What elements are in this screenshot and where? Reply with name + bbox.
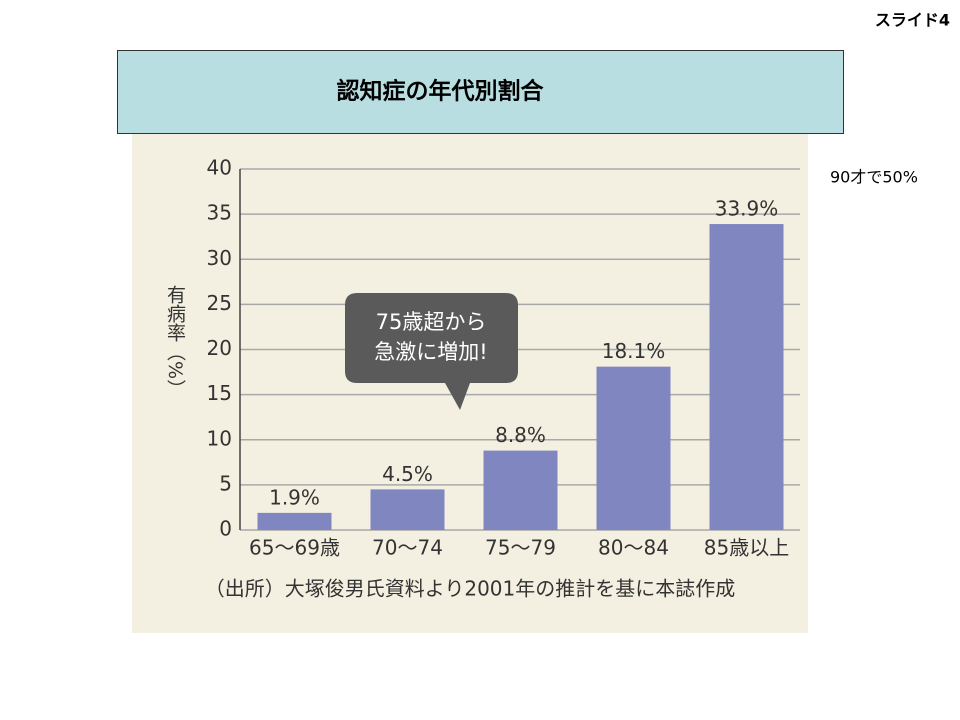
source: （出所）大塚俊男氏資料より2001年の推計を基に本誌作成 (205, 577, 736, 601)
value-label: 8.8% (495, 423, 546, 447)
x-tick-label: 70〜74 (372, 536, 443, 560)
x-tick-label: 80〜84 (598, 536, 669, 560)
y-tick-label: 5 (219, 471, 232, 495)
y-tick-label: 35 (207, 201, 232, 225)
bar (370, 489, 445, 530)
slide-title: 認知症の年代別割合 (337, 78, 545, 105)
value-label: 18.1% (602, 339, 666, 363)
value-label: 4.5% (382, 462, 433, 486)
x-tick-label: 85歳以上 (704, 536, 789, 560)
bar (596, 366, 671, 530)
x-tick-label: 75〜79 (485, 536, 556, 560)
y-tick-label: 10 (207, 426, 232, 450)
value-label: 1.9% (269, 485, 320, 509)
callout-bubble (345, 293, 518, 410)
slide-label: スライド4 (875, 11, 950, 30)
title-box (117, 50, 844, 134)
callout-text: 急激に増加! (374, 340, 487, 364)
note: 90才で50% (830, 168, 918, 187)
y-tick-label: 0 (219, 517, 232, 541)
x-tick-label: 65〜69歳 (249, 536, 340, 560)
bar (483, 450, 558, 530)
bar (257, 512, 332, 530)
bar (709, 224, 784, 531)
y-tick-label: 30 (207, 246, 232, 270)
y-tick-label: 40 (207, 156, 232, 180)
y-tick-label: 25 (207, 291, 232, 315)
y-tick-label: 20 (207, 336, 232, 360)
y-axis-label: 有病率（%） (164, 285, 186, 398)
y-tick-label: 15 (207, 381, 232, 405)
callout-text: 75歳超から (376, 310, 487, 334)
value-label: 33.9% (715, 197, 779, 221)
